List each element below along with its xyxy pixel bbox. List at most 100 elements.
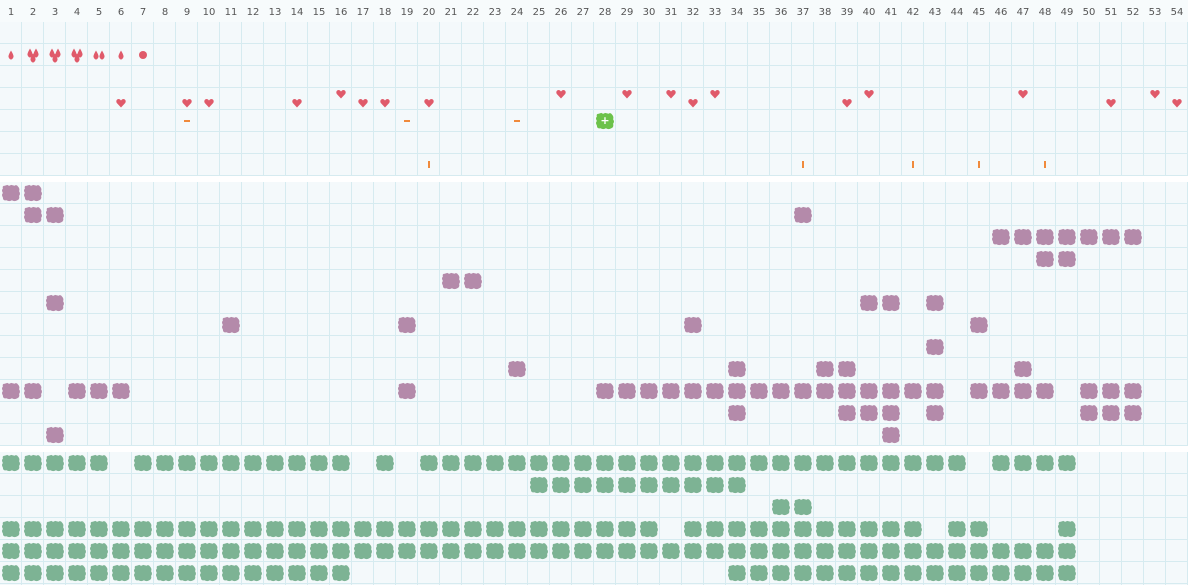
green-cell	[772, 498, 790, 516]
purple-cell	[596, 382, 614, 400]
green-cell	[332, 454, 350, 472]
green-cell	[948, 520, 966, 538]
purple-cell	[816, 360, 834, 378]
purple-cell	[1014, 382, 1032, 400]
green-cell	[838, 564, 856, 582]
green-cell	[860, 454, 878, 472]
green-cell	[112, 520, 130, 538]
green-cell	[310, 564, 328, 582]
purple-cell	[728, 360, 746, 378]
column-number: 15	[313, 7, 326, 18]
column-number: 19	[401, 7, 414, 18]
orb	[139, 51, 147, 59]
green-cell	[288, 520, 306, 538]
purple-cell	[860, 294, 878, 312]
green-cell	[794, 564, 812, 582]
green-cell	[178, 454, 196, 472]
purple-cell	[882, 426, 900, 444]
tick	[912, 161, 914, 168]
column-number: 37	[797, 7, 810, 18]
green-cell	[794, 542, 812, 560]
green-cell	[24, 454, 42, 472]
column-number: 34	[731, 7, 744, 18]
green-cell	[244, 564, 262, 582]
green-cell	[442, 520, 460, 538]
green-cell	[266, 542, 284, 560]
column-number: 44	[951, 7, 964, 18]
purple-cell	[1058, 250, 1076, 268]
green-cell	[134, 520, 152, 538]
column-number: 53	[1149, 7, 1162, 18]
green-cell	[156, 520, 174, 538]
green-cell	[1036, 454, 1054, 472]
green-cell	[354, 520, 372, 538]
purple-cell	[464, 272, 482, 290]
green-cell	[464, 454, 482, 472]
purple-cell	[1080, 228, 1098, 246]
purple-cell	[2, 382, 20, 400]
column-number: 46	[995, 7, 1008, 18]
separator	[0, 446, 1188, 452]
green-cell	[794, 498, 812, 516]
column-number: 48	[1039, 7, 1052, 18]
green-cell	[508, 454, 526, 472]
purple-cell	[904, 382, 922, 400]
green-cell	[706, 542, 724, 560]
green-cell	[200, 542, 218, 560]
column-number: 49	[1061, 7, 1074, 18]
green-cell	[684, 520, 702, 538]
green-cell	[970, 520, 988, 538]
green-cell	[112, 542, 130, 560]
column-number: 14	[291, 7, 304, 18]
green-cell	[200, 564, 218, 582]
column-number: 3	[52, 7, 58, 18]
green-cell	[882, 520, 900, 538]
green-cell	[2, 542, 20, 560]
green-cell	[376, 520, 394, 538]
green-cell	[222, 520, 240, 538]
green-cell	[794, 520, 812, 538]
purple-cell	[838, 404, 856, 422]
green-cell	[310, 542, 328, 560]
green-cell	[992, 542, 1010, 560]
green-cell	[772, 564, 790, 582]
green-cell	[596, 454, 614, 472]
purple-cell	[24, 206, 42, 224]
green-cell	[112, 564, 130, 582]
green-cell	[1014, 564, 1032, 582]
green-cell	[156, 542, 174, 560]
column-number: 13	[269, 7, 282, 18]
green-cell	[552, 520, 570, 538]
column-number: 31	[665, 7, 678, 18]
green-cell	[46, 542, 64, 560]
green-cell	[1014, 542, 1032, 560]
green-cell	[486, 454, 504, 472]
purple-cell	[1036, 382, 1054, 400]
purple-cell	[2, 184, 20, 202]
green-cell	[772, 542, 790, 560]
green-cell	[596, 476, 614, 494]
green-cell	[838, 520, 856, 538]
green-cell	[926, 454, 944, 472]
purple-cell	[882, 404, 900, 422]
green-cell	[662, 476, 680, 494]
green-cell	[178, 542, 196, 560]
column-number: 47	[1017, 7, 1030, 18]
green-cell	[728, 476, 746, 494]
column-number: 6	[118, 7, 124, 18]
green-cell	[46, 564, 64, 582]
purple-cell	[794, 382, 812, 400]
green-cell	[640, 454, 658, 472]
purple-cell	[926, 294, 944, 312]
green-cell	[332, 520, 350, 538]
purple-cell	[926, 404, 944, 422]
purple-cell	[816, 382, 834, 400]
column-number: 41	[885, 7, 898, 18]
purple-cell	[1014, 228, 1032, 246]
green-cell	[574, 542, 592, 560]
purple-cell	[112, 382, 130, 400]
purple-cell	[882, 294, 900, 312]
tick	[428, 161, 430, 168]
green-cell	[618, 454, 636, 472]
dash	[184, 120, 190, 122]
